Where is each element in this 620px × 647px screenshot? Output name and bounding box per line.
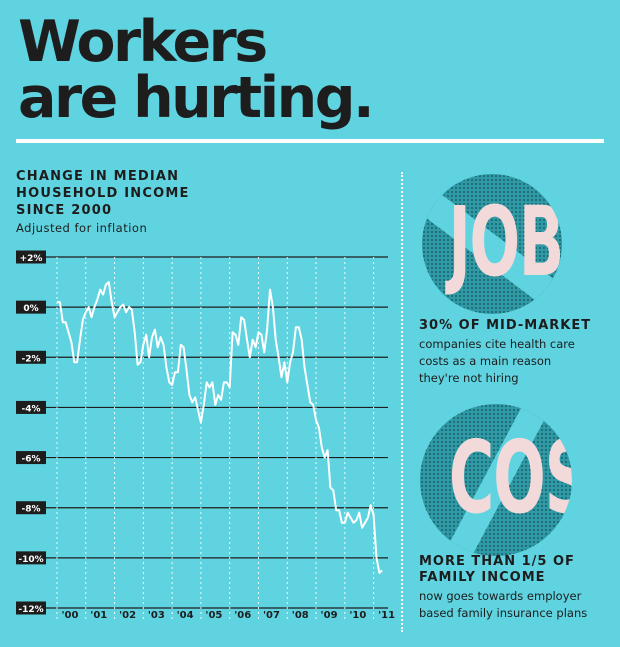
x-tick-label: '07 [263, 610, 280, 621]
cost-badge: COST [420, 404, 572, 556]
y-tick-label: -6% [21, 455, 40, 465]
x-tick-label: '10 [349, 610, 366, 621]
y-tick-box [16, 451, 46, 465]
x-tick-label: '00 [62, 610, 79, 621]
jobs-body-line-2: costs as a main reason [419, 354, 552, 368]
x-tick-label: '01 [90, 610, 107, 621]
cost-headline-line-1: MORE THAN 1/5 OF [419, 554, 575, 569]
x-tick-label: '11 [378, 610, 395, 621]
y-tick-box [16, 400, 46, 414]
y-tick-label: -10% [18, 555, 43, 565]
cost-body-line-2: based family insurance plans [419, 606, 588, 620]
jobs-badge: JOBS [422, 174, 562, 314]
chart-title-line-1: CHANGE IN MEDIAN [16, 169, 180, 184]
y-tick-label: +2% [20, 254, 43, 264]
y-tick-box [16, 250, 46, 264]
series-line [57, 281, 383, 574]
title-rule [16, 139, 604, 143]
y-tick-box [16, 601, 46, 615]
section-divider [401, 172, 403, 632]
title-line-1: Workers [18, 9, 268, 75]
cost-badge-word: COST [448, 419, 572, 536]
y-tick-box [16, 501, 46, 515]
x-tick-label: '05 [205, 610, 222, 621]
income-line-chart: +2% 0% -2% -4% -6% -8% -10% -12% '00 '01 '02 '03 '04… [16, 250, 395, 621]
chart-title-line-2: HOUSEHOLD INCOME [16, 186, 190, 201]
y-tick-label: 0% [23, 304, 38, 314]
chart-title-line-3: SINCE 2000 [16, 203, 113, 218]
jobs-badge-word: JOBS [448, 186, 562, 298]
x-tick-label: '09 [321, 610, 338, 621]
cost-headline-line-2: FAMILY INCOME [419, 570, 546, 585]
y-tick-box [16, 300, 46, 314]
y-tick-label: -4% [21, 404, 40, 414]
jobs-body: companies cite health care costs as a ma… [419, 336, 591, 387]
cost-headline: MORE THAN 1/5 OF FAMILY INCOME [419, 554, 587, 586]
page-title: Workers are hurting. [18, 14, 375, 127]
title-line-2: are hurting. [18, 65, 375, 131]
jobs-headline: 30% OF MID-MARKET [419, 318, 592, 333]
x-tick-label: '08 [292, 610, 309, 621]
cost-callout: MORE THAN 1/5 OF FAMILY INCOME now goes … [419, 554, 587, 622]
jobs-body-line-1: companies cite health care [419, 337, 575, 351]
x-tick-label: '02 [119, 610, 136, 621]
y-tick-box [16, 350, 46, 364]
chart-title: CHANGE IN MEDIAN HOUSEHOLD INCOME SINCE … [16, 168, 276, 219]
y-tick-label: -12% [18, 605, 43, 615]
jobs-body-line-3: they're not hiring [419, 371, 519, 385]
jobs-callout: 30% OF MID-MARKET companies cite health … [419, 318, 591, 387]
x-tick-label: '03 [148, 610, 165, 621]
y-tick-box [16, 551, 46, 565]
y-tick-label: -2% [21, 354, 40, 364]
y-tick-label: -8% [21, 505, 40, 515]
cost-body-line-1: now goes towards employer [419, 589, 582, 603]
x-tick-label: '04 [177, 610, 194, 621]
x-tick-label: '06 [234, 610, 251, 621]
cost-body: now goes towards employer based family i… [419, 588, 587, 622]
chart-subtitle: Adjusted for inflation [16, 221, 148, 235]
